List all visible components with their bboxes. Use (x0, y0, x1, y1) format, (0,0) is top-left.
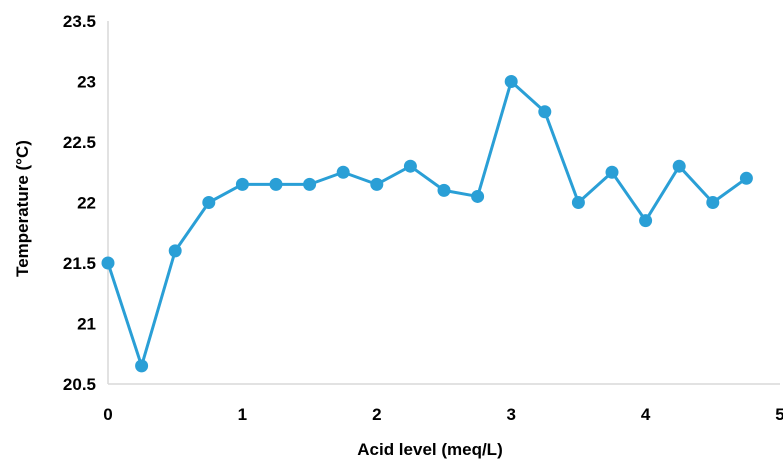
data-point (101, 256, 115, 270)
data-point (168, 244, 182, 258)
data-point (605, 165, 619, 179)
data-point (437, 183, 451, 197)
y-axis-title: Temperature (°C) (13, 140, 32, 277)
data-point (571, 196, 585, 209)
data-point (672, 159, 686, 173)
axes (107, 21, 780, 385)
data-point (403, 159, 417, 173)
data-point (639, 214, 653, 228)
data-point (504, 75, 518, 88)
data-point (135, 359, 149, 373)
data-point (370, 177, 384, 191)
data-point (739, 171, 753, 185)
y-tick-labels: 20.5 21 21.5 22 22.5 23 23.5 (63, 12, 96, 394)
data-point (303, 177, 317, 191)
series-layer (101, 75, 753, 373)
x-tick-label: 3 (506, 405, 515, 424)
y-tick-label: 21.5 (63, 254, 96, 273)
y-tick-label: 23 (77, 73, 96, 92)
x-tick-labels: 0 1 2 3 4 5 (103, 405, 783, 424)
data-point (538, 105, 552, 119)
y-tick-label: 23.5 (63, 12, 96, 31)
y-tick-label: 22 (77, 194, 96, 213)
data-point (706, 196, 720, 209)
data-point (336, 165, 350, 179)
x-tick-label: 1 (238, 405, 247, 424)
y-tick-label: 21 (77, 315, 96, 334)
data-point (202, 196, 216, 209)
y-tick-label: 20.5 (63, 375, 96, 394)
x-tick-label: 2 (372, 405, 381, 424)
data-point (471, 189, 485, 203)
y-tick-label: 22.5 (63, 133, 96, 152)
x-tick-label: 4 (641, 405, 651, 424)
x-tick-label: 5 (775, 405, 783, 424)
data-point (269, 177, 283, 191)
x-tick-label: 0 (103, 405, 112, 424)
data-point (235, 177, 249, 191)
x-axis-title: Acid level (meq/L) (357, 440, 502, 459)
